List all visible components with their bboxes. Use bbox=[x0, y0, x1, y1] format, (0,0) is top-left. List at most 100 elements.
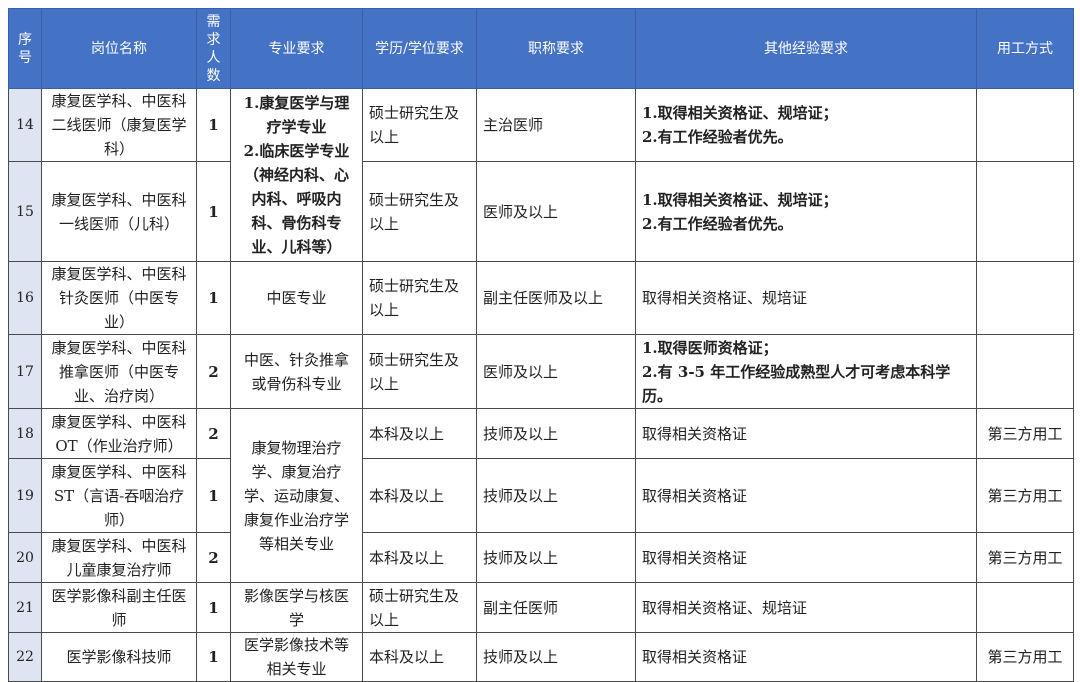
row-position: 医学影像科技师 bbox=[41, 632, 197, 682]
major-line: 2.临床医学专业（神经内科、心内科、呼吸内科、骨伤科专业、儿科等） bbox=[243, 142, 350, 256]
row-count: 1 bbox=[196, 261, 231, 335]
experience-line: 取得相关资格证 bbox=[642, 648, 748, 666]
experience-line: 取得相关资格证 bbox=[642, 424, 748, 443]
experience-line: 取得相关资格证 bbox=[642, 486, 748, 505]
experience-line: 取得相关资格证、规培证 bbox=[642, 598, 808, 617]
header-major: 专业要求 bbox=[230, 8, 363, 89]
row-education: 硕士研究生及以上 bbox=[362, 88, 477, 162]
header-employment: 用工方式 bbox=[976, 8, 1074, 89]
header-experience: 其他经验要求 bbox=[635, 8, 977, 89]
row-position: 康复医学科、中医科二线医师（康复医学科） bbox=[41, 88, 197, 162]
row-employment: 第三方用工 bbox=[976, 632, 1074, 682]
row-major: 医学影像技术等相关专业 bbox=[230, 632, 363, 682]
table-row: 19 康复医学科、中医科ST（言语-吞咽治疗师） 1 本科及以上 技师及以上 取得相关资格… bbox=[8, 458, 1074, 533]
row-count: 1 bbox=[196, 88, 231, 162]
experience-line: 取得相关资格证 bbox=[642, 548, 748, 567]
experience-line: 1.取得相关资格证、规培证； bbox=[642, 104, 838, 122]
recruitment-table: 序号 岗位名称 需求人数 专业要求 学历/学位要求 职称要求 其他经验要求 用工… bbox=[8, 8, 1074, 682]
row-position: 康复医学科、中医科推拿医师（中医专业、治疗岗） bbox=[41, 334, 197, 409]
row-count: 1 bbox=[196, 632, 231, 682]
header-count: 需求人数 bbox=[196, 8, 231, 89]
row-position: 康复医学科、中医科一线医师（儿科） bbox=[41, 161, 197, 262]
row-seq: 20 bbox=[8, 532, 42, 583]
row-education: 本科及以上 bbox=[362, 632, 477, 682]
row-experience: 1.取得相关资格证、规培证； 2.有工作经验者优先。 bbox=[635, 161, 977, 262]
row-seq: 22 bbox=[8, 632, 42, 682]
row-count: 1 bbox=[196, 458, 231, 533]
row-experience: 取得相关资格证 bbox=[635, 458, 977, 533]
header-seq: 序号 bbox=[8, 8, 42, 89]
row-employment: 第三方用工 bbox=[976, 532, 1074, 583]
row-experience: 1.取得医师资格证； 2.有 3-5 年工作经验成熟型人才可考虑本科学历。 bbox=[635, 334, 977, 409]
experience-line: 2.有工作经验者优先。 bbox=[642, 128, 793, 146]
row-position: 康复医学科、中医科儿童康复治疗师 bbox=[41, 532, 197, 583]
table-row: 16 康复医学科、中医科针灸医师（中医专业） 1 中医专业 硕士研究生及以上 副主任医师及… bbox=[8, 261, 1074, 335]
row-position: 医学影像科副主任医师 bbox=[41, 582, 197, 633]
row-title: 技师及以上 bbox=[476, 632, 636, 682]
row-employment bbox=[976, 88, 1074, 162]
header-education: 学历/学位要求 bbox=[362, 8, 477, 89]
row-education: 本科及以上 bbox=[362, 408, 477, 459]
experience-line: 2.有工作经验者优先。 bbox=[642, 214, 793, 233]
row-experience: 取得相关资格证、规培证 bbox=[635, 261, 977, 335]
table-row: 17 康复医学科、中医科推拿医师（中医专业、治疗岗） 2 中医、针灸推拿或骨伤科专业硕… bbox=[8, 334, 1074, 409]
row-employment: 第三方用工 bbox=[976, 408, 1074, 459]
row-major-merged: 1.康复医学与理疗学专业 2.临床医学专业（神经内科、心内科、呼吸内科、骨伤科专业… bbox=[230, 88, 363, 262]
row-major: 中医专业 bbox=[230, 261, 363, 335]
table-row: 18 康复医学科、中医科OT（作业治疗师） 2 康复物理治疗学、康复治疗学、运动康复、… bbox=[8, 408, 1074, 583]
row-count: 2 bbox=[196, 334, 231, 409]
row-title: 副主任医师 bbox=[476, 582, 636, 633]
row-education: 本科及以上 bbox=[362, 458, 477, 533]
row-employment bbox=[976, 161, 1074, 262]
header-row: 序号 岗位名称 需求人数 专业要求 学历/学位要求 职称要求 其他经验要求 用工… bbox=[8, 8, 1074, 89]
row-education: 硕士研究生及以上 bbox=[362, 334, 477, 409]
experience-line: 1.取得医师资格证； bbox=[642, 338, 778, 357]
row-employment bbox=[976, 334, 1074, 409]
row-position: 康复医学科、中医科针灸医师（中医专业） bbox=[41, 261, 197, 335]
row-seq: 17 bbox=[8, 334, 42, 409]
row-seq: 15 bbox=[8, 161, 42, 262]
row-major: 中医、针灸推拿或骨伤科专业 bbox=[230, 334, 363, 409]
row-title: 医师及以上 bbox=[476, 334, 636, 409]
table-row: 21 医学影像科副主任医师 1 影像医学与核医学 硕士研究生及以上 副主任医师 取得相关资格… bbox=[8, 582, 1074, 633]
row-count: 1 bbox=[196, 161, 231, 262]
row-seq: 16 bbox=[8, 261, 42, 335]
row-title: 医师及以上 bbox=[476, 161, 636, 262]
row-employment bbox=[976, 582, 1074, 633]
row-seq: 18 bbox=[8, 408, 42, 459]
table-row: 14 康复医学科、中医科二线医师（康复医学科） 1 1.康复医学与理疗学专业 2.临床医… bbox=[8, 88, 1074, 262]
row-major: 影像医学与核医学 bbox=[230, 582, 363, 633]
row-education: 硕士研究生及以上 bbox=[362, 161, 477, 262]
row-title: 技师及以上 bbox=[476, 408, 636, 459]
row-title: 副主任医师及以上 bbox=[476, 261, 636, 335]
row-experience: 1.取得相关资格证、规培证； 2.有工作经验者优先。 bbox=[635, 88, 977, 162]
row-title: 主治医师 bbox=[476, 88, 636, 162]
row-position: 康复医学科、中医科OT（作业治疗师） bbox=[41, 408, 197, 459]
row-education: 硕士研究生及以上 bbox=[362, 582, 477, 633]
table-row: 15 康复医学科、中医科一线医师（儿科） 1 硕士研究生及以上 医师及以上 1.取得相关资… bbox=[8, 161, 1074, 262]
row-employment bbox=[976, 261, 1074, 335]
row-seq: 14 bbox=[8, 88, 42, 162]
row-count: 2 bbox=[196, 532, 231, 583]
table-row: 20 康复医学科、中医科儿童康复治疗师 2 本科及以上 技师及以上 取得相关资格证 第三方用… bbox=[8, 532, 1074, 583]
row-count: 1 bbox=[196, 582, 231, 633]
header-title: 职称要求 bbox=[476, 8, 636, 89]
row-count: 2 bbox=[196, 408, 231, 459]
experience-line: 取得相关资格证、规培证 bbox=[642, 289, 808, 307]
row-seq: 19 bbox=[8, 458, 42, 533]
row-experience: 取得相关资格证 bbox=[635, 532, 977, 583]
header-position: 岗位名称 bbox=[41, 8, 197, 89]
row-major-merged: 康复物理治疗学、康复治疗学、运动康复、康复作业治疗学等相关专业 bbox=[230, 408, 363, 583]
row-experience: 取得相关资格证 bbox=[635, 408, 977, 459]
major-line: 1.康复医学与理疗学专业 bbox=[243, 94, 350, 136]
row-employment: 第三方用工 bbox=[976, 458, 1074, 533]
row-title: 技师及以上 bbox=[476, 458, 636, 533]
row-experience: 取得相关资格证 bbox=[635, 632, 977, 682]
row-education: 硕士研究生及以上 bbox=[362, 261, 477, 335]
row-position: 康复医学科、中医科ST（言语-吞咽治疗师） bbox=[41, 458, 197, 533]
row-education: 本科及以上 bbox=[362, 532, 477, 583]
experience-line: 2.有 3-5 年工作经验成熟型人才可考虑本科学历。 bbox=[642, 362, 951, 405]
row-experience: 取得相关资格证、规培证 bbox=[635, 582, 977, 633]
row-seq: 21 bbox=[8, 582, 42, 633]
experience-line: 1.取得相关资格证、规培证； bbox=[642, 190, 838, 209]
